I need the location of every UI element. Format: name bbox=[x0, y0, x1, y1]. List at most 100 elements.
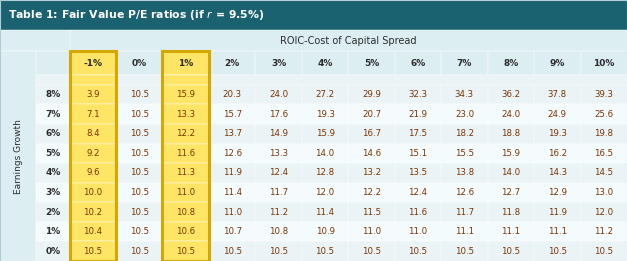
Text: Table 1: Fair Value P/E ratios (if $r$ = 9.5%): Table 1: Fair Value P/E ratios (if $r$ =… bbox=[8, 8, 264, 22]
Text: 10.0: 10.0 bbox=[83, 188, 102, 197]
Text: 10.5: 10.5 bbox=[362, 247, 381, 256]
Text: 14.0: 14.0 bbox=[502, 168, 520, 177]
Text: 11.2: 11.2 bbox=[269, 207, 288, 217]
Text: 11.2: 11.2 bbox=[594, 227, 613, 236]
Text: 10.5: 10.5 bbox=[176, 247, 195, 256]
Bar bbox=[36, 163, 70, 183]
Text: 10.5: 10.5 bbox=[130, 149, 149, 158]
Text: 10.5: 10.5 bbox=[130, 168, 149, 177]
Bar bbox=[162, 51, 209, 261]
Bar bbox=[395, 202, 441, 222]
Bar bbox=[534, 124, 581, 144]
Text: 19.3: 19.3 bbox=[548, 129, 567, 138]
Bar bbox=[441, 163, 488, 183]
Bar bbox=[36, 202, 70, 222]
Text: 11.1: 11.1 bbox=[502, 227, 520, 236]
Bar bbox=[581, 202, 627, 222]
Text: 12.0: 12.0 bbox=[594, 207, 613, 217]
Bar bbox=[349, 104, 395, 124]
Bar bbox=[581, 104, 627, 124]
Text: 23.0: 23.0 bbox=[455, 110, 474, 119]
Bar bbox=[441, 51, 488, 75]
Bar bbox=[581, 183, 627, 202]
Bar bbox=[441, 144, 488, 163]
Bar bbox=[116, 163, 162, 183]
Bar bbox=[162, 144, 209, 163]
Bar bbox=[349, 183, 395, 202]
Text: 12.6: 12.6 bbox=[455, 188, 474, 197]
Bar bbox=[534, 241, 581, 261]
Text: 24.0: 24.0 bbox=[269, 90, 288, 99]
Bar bbox=[441, 104, 488, 124]
Text: 16.5: 16.5 bbox=[594, 149, 613, 158]
Bar bbox=[302, 124, 349, 144]
Text: 7%: 7% bbox=[456, 59, 472, 68]
Bar bbox=[534, 183, 581, 202]
Text: 37.8: 37.8 bbox=[548, 90, 567, 99]
Text: 11.5: 11.5 bbox=[362, 207, 381, 217]
Text: 0%: 0% bbox=[132, 59, 147, 68]
Text: 10.5: 10.5 bbox=[269, 247, 288, 256]
Bar bbox=[36, 104, 70, 124]
Bar bbox=[116, 104, 162, 124]
Text: 10.8: 10.8 bbox=[269, 227, 288, 236]
Bar bbox=[302, 144, 349, 163]
Text: 10.2: 10.2 bbox=[83, 207, 102, 217]
Bar bbox=[534, 104, 581, 124]
Bar bbox=[349, 144, 395, 163]
Bar bbox=[302, 85, 349, 104]
Text: 8.4: 8.4 bbox=[86, 129, 100, 138]
Bar bbox=[349, 51, 395, 75]
Bar bbox=[395, 104, 441, 124]
Bar bbox=[302, 241, 349, 261]
Text: 12.8: 12.8 bbox=[315, 168, 335, 177]
Bar bbox=[116, 51, 162, 75]
Text: 9.2: 9.2 bbox=[86, 149, 100, 158]
Bar bbox=[441, 222, 488, 241]
Bar bbox=[349, 241, 395, 261]
Text: 25.6: 25.6 bbox=[594, 110, 613, 119]
Text: 20.3: 20.3 bbox=[223, 90, 242, 99]
Bar bbox=[302, 222, 349, 241]
Bar bbox=[441, 183, 488, 202]
Text: 32.3: 32.3 bbox=[408, 90, 428, 99]
Bar bbox=[302, 202, 349, 222]
Bar bbox=[162, 241, 209, 261]
Text: 18.2: 18.2 bbox=[455, 129, 474, 138]
Bar bbox=[0, 51, 36, 75]
Text: 11.0: 11.0 bbox=[176, 188, 195, 197]
Text: 17.6: 17.6 bbox=[269, 110, 288, 119]
Bar bbox=[162, 183, 209, 202]
Text: 2%: 2% bbox=[45, 207, 61, 217]
Text: 10.9: 10.9 bbox=[315, 227, 335, 236]
Bar bbox=[70, 104, 116, 124]
Bar bbox=[209, 222, 255, 241]
Text: 13.3: 13.3 bbox=[176, 110, 195, 119]
Bar bbox=[36, 51, 70, 75]
Bar bbox=[534, 85, 581, 104]
Bar bbox=[36, 183, 70, 202]
Bar bbox=[302, 104, 349, 124]
Bar bbox=[441, 85, 488, 104]
Text: 5%: 5% bbox=[364, 59, 379, 68]
Bar bbox=[162, 104, 209, 124]
Bar bbox=[488, 202, 534, 222]
Bar bbox=[349, 124, 395, 144]
Bar bbox=[36, 241, 70, 261]
Bar bbox=[0, 30, 70, 51]
Text: 13.5: 13.5 bbox=[408, 168, 428, 177]
Bar bbox=[209, 51, 255, 75]
Text: 10.5: 10.5 bbox=[455, 247, 474, 256]
Text: 13.7: 13.7 bbox=[223, 129, 242, 138]
Text: 7%: 7% bbox=[45, 110, 61, 119]
Text: 9.6: 9.6 bbox=[86, 168, 100, 177]
Text: 12.0: 12.0 bbox=[315, 188, 335, 197]
Bar bbox=[581, 124, 627, 144]
Bar bbox=[70, 163, 116, 183]
Bar bbox=[395, 124, 441, 144]
Text: 0%: 0% bbox=[45, 247, 61, 256]
Text: 10.5: 10.5 bbox=[130, 207, 149, 217]
Bar bbox=[534, 202, 581, 222]
Text: 5%: 5% bbox=[45, 149, 61, 158]
Text: 11.4: 11.4 bbox=[315, 207, 335, 217]
